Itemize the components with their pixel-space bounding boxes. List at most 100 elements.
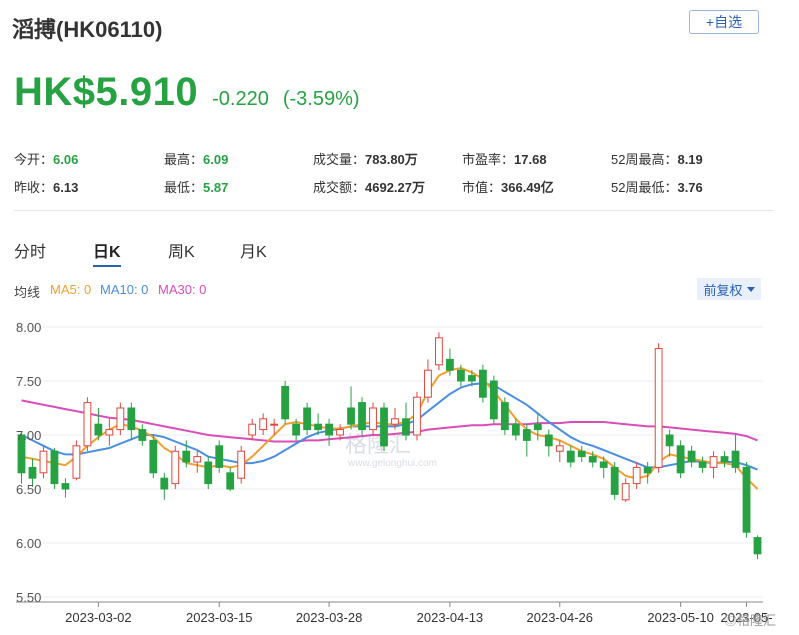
candle-body <box>435 337 443 366</box>
candle-down <box>456 364 465 387</box>
candle-up <box>72 440 81 481</box>
candle-down <box>522 424 531 457</box>
candle-body <box>742 466 751 533</box>
stat-mcap-label: 市值： <box>462 180 502 195</box>
stat-low-value: 5.87 <box>203 180 229 195</box>
x-tick-label: 2023-03-02 <box>65 610 132 625</box>
candle-body <box>204 461 213 485</box>
candle-body <box>193 456 202 463</box>
footer-logo: ◎格隆汇 <box>724 610 776 629</box>
candle-down <box>665 429 674 457</box>
candle-body <box>599 461 608 468</box>
price-adjust-dropdown[interactable]: 前复权 <box>697 278 761 300</box>
watermark-url: www.gelonghui.com <box>347 458 437 469</box>
candle-body <box>489 380 498 420</box>
candle-body <box>391 418 399 425</box>
tab-intraday[interactable]: 分时 <box>14 244 47 261</box>
candle-down <box>500 397 509 435</box>
candle-body <box>369 407 377 431</box>
x-tick-label: 2023-03-15 <box>186 610 253 625</box>
candle-body <box>424 369 432 398</box>
add-to-watchlist-button[interactable]: +自选 <box>689 10 759 34</box>
logo-icon: ◎ <box>724 613 738 628</box>
price-change-percent: (-3.59%) <box>282 88 360 110</box>
candle-down <box>467 370 476 387</box>
stat-prev-close: 昨收：6.13 <box>14 177 78 196</box>
candle-down <box>577 445 586 462</box>
logo-text: 格隆汇 <box>737 613 777 628</box>
candle-up <box>116 402 125 435</box>
candles <box>17 332 762 560</box>
candle-body <box>588 456 597 463</box>
candle-body <box>358 402 366 431</box>
candle-body <box>478 369 487 398</box>
candle-down <box>138 424 147 446</box>
y-axis: 8.00 7.50 7.00 6.50 6.00 5.50 <box>16 320 41 605</box>
candle-body <box>467 375 476 382</box>
candle-body <box>303 407 312 431</box>
candle-down <box>281 381 290 425</box>
candle-up <box>39 445 48 479</box>
stat-open: 今开：6.06 <box>14 149 78 168</box>
candle-up <box>391 408 399 430</box>
candle-body <box>720 456 729 463</box>
candle-down <box>292 418 301 441</box>
candle-body <box>149 439 158 474</box>
candle-down <box>698 456 707 473</box>
stat-open-value: 6.06 <box>53 152 79 167</box>
candle-body <box>500 402 509 431</box>
candle-body <box>621 483 630 501</box>
candle-up <box>424 359 432 403</box>
stat-high52: 52周最高：8.19 <box>611 149 703 168</box>
stat-mcap-value: 366.49亿 <box>501 180 554 195</box>
candle-down <box>149 435 158 479</box>
candle-body <box>171 450 180 485</box>
tab-monthly-k[interactable]: 月K <box>240 244 267 261</box>
candle-down <box>676 440 685 479</box>
candle-up <box>413 391 421 441</box>
candle-down <box>478 364 487 403</box>
stat-low-label: 最低： <box>164 180 204 195</box>
candle-body <box>226 472 235 490</box>
stat-pe: 市盈率：17.68 <box>462 149 547 168</box>
candle-down <box>544 429 553 457</box>
stat-prev-label: 昨收： <box>14 180 54 195</box>
candle-body <box>698 461 707 468</box>
candle-body <box>402 418 410 436</box>
y-tick-label: 8.00 <box>16 320 41 335</box>
candle-body <box>116 407 125 431</box>
x-tick-label: 2023-03-28 <box>296 610 363 625</box>
candle-body <box>138 429 147 441</box>
candle-down <box>599 456 608 479</box>
candle-body <box>237 450 246 479</box>
candle-down <box>50 447 59 489</box>
candle-body <box>522 429 531 441</box>
candle-body <box>72 445 81 479</box>
stat-low52-value: 3.76 <box>677 180 703 195</box>
stat-pe-value: 17.68 <box>514 152 547 167</box>
tab-weekly-k[interactable]: 周K <box>168 244 195 261</box>
candle-down <box>28 458 37 487</box>
candle-body <box>182 450 191 463</box>
candle-body <box>555 445 564 452</box>
candle-down <box>402 402 410 441</box>
x-tick-label: 2023-04-26 <box>527 610 594 625</box>
candle-down <box>489 375 498 425</box>
candle-down <box>61 478 70 498</box>
candle-down <box>643 462 652 484</box>
candle-down <box>753 535 762 560</box>
price-adjust-label: 前复权 <box>703 282 743 298</box>
candle-down <box>347 386 355 430</box>
tab-daily-k[interactable]: 日K <box>93 244 121 261</box>
candle-down <box>127 402 136 441</box>
y-tick-label: 6.50 <box>16 482 41 497</box>
candle-body <box>160 477 169 490</box>
stat-volume: 成交量：783.80万 <box>313 149 418 168</box>
candle-body <box>632 466 641 485</box>
candlestick-chart[interactable]: 格隆汇 www.gelonghui.com 8.00 7.50 7.00 6.50 6.… <box>0 310 799 635</box>
stat-low52-label: 52周最低： <box>611 180 678 195</box>
candle-body <box>127 407 136 431</box>
candle-body <box>39 450 48 474</box>
y-tick-label: 7.50 <box>16 374 41 389</box>
candle-down <box>358 397 366 435</box>
